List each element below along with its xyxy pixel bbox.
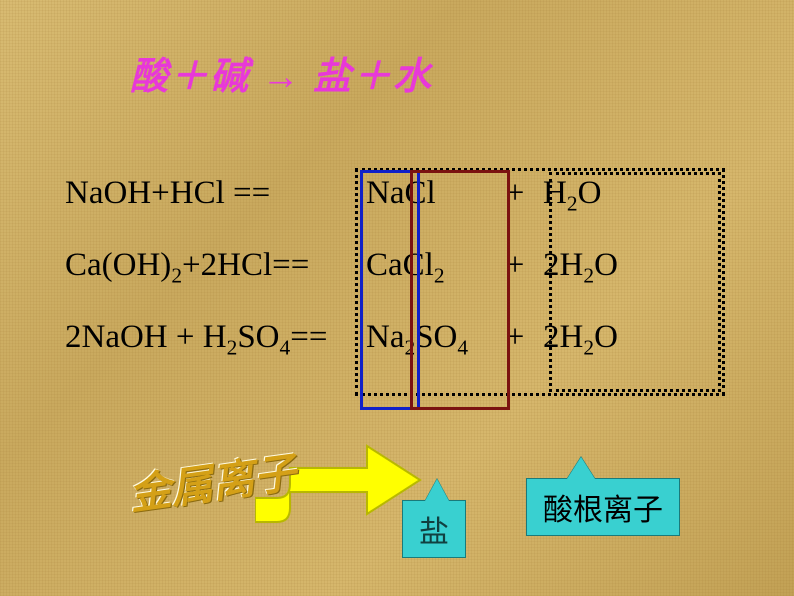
eq-lhs: NaOH+HCl == — [65, 175, 360, 212]
callout-salt-text: 盐 — [419, 507, 449, 551]
equation-row: 2NaOH + H2SO4== Na2SO4 + 2H2O — [65, 319, 725, 391]
eq-salt: NaCl — [360, 175, 495, 212]
equation-row: Ca(OH)2+2HCl== CaCl2 + 2H2O — [65, 247, 725, 319]
eq-water: 2H2O — [535, 319, 650, 356]
eq-plus: + — [495, 247, 535, 284]
eq-water: 2H2O — [535, 247, 650, 284]
equations-block: NaOH+HCl == NaCl + H2O Ca(OH)2+2HCl== Ca… — [65, 175, 725, 391]
callout-salt: 盐 — [402, 500, 466, 558]
eq-lhs: 2NaOH + H2SO4== — [65, 319, 360, 356]
eq-lhs: Ca(OH)2+2HCl== — [65, 247, 360, 284]
eq-plus: + — [495, 319, 535, 356]
callout-acid-text: 酸根离子 — [543, 485, 663, 529]
eq-water: H2O — [535, 175, 650, 212]
eq-plus: + — [495, 175, 535, 212]
equation-row: NaOH+HCl == NaCl + H2O — [65, 175, 725, 247]
eq-salt: CaCl2 — [360, 247, 495, 284]
title-equation: 酸＋碱 → 盐＋水 — [130, 45, 433, 100]
eq-salt: Na2SO4 — [360, 319, 495, 356]
callout-acid-root: 酸根离子 — [526, 478, 680, 536]
